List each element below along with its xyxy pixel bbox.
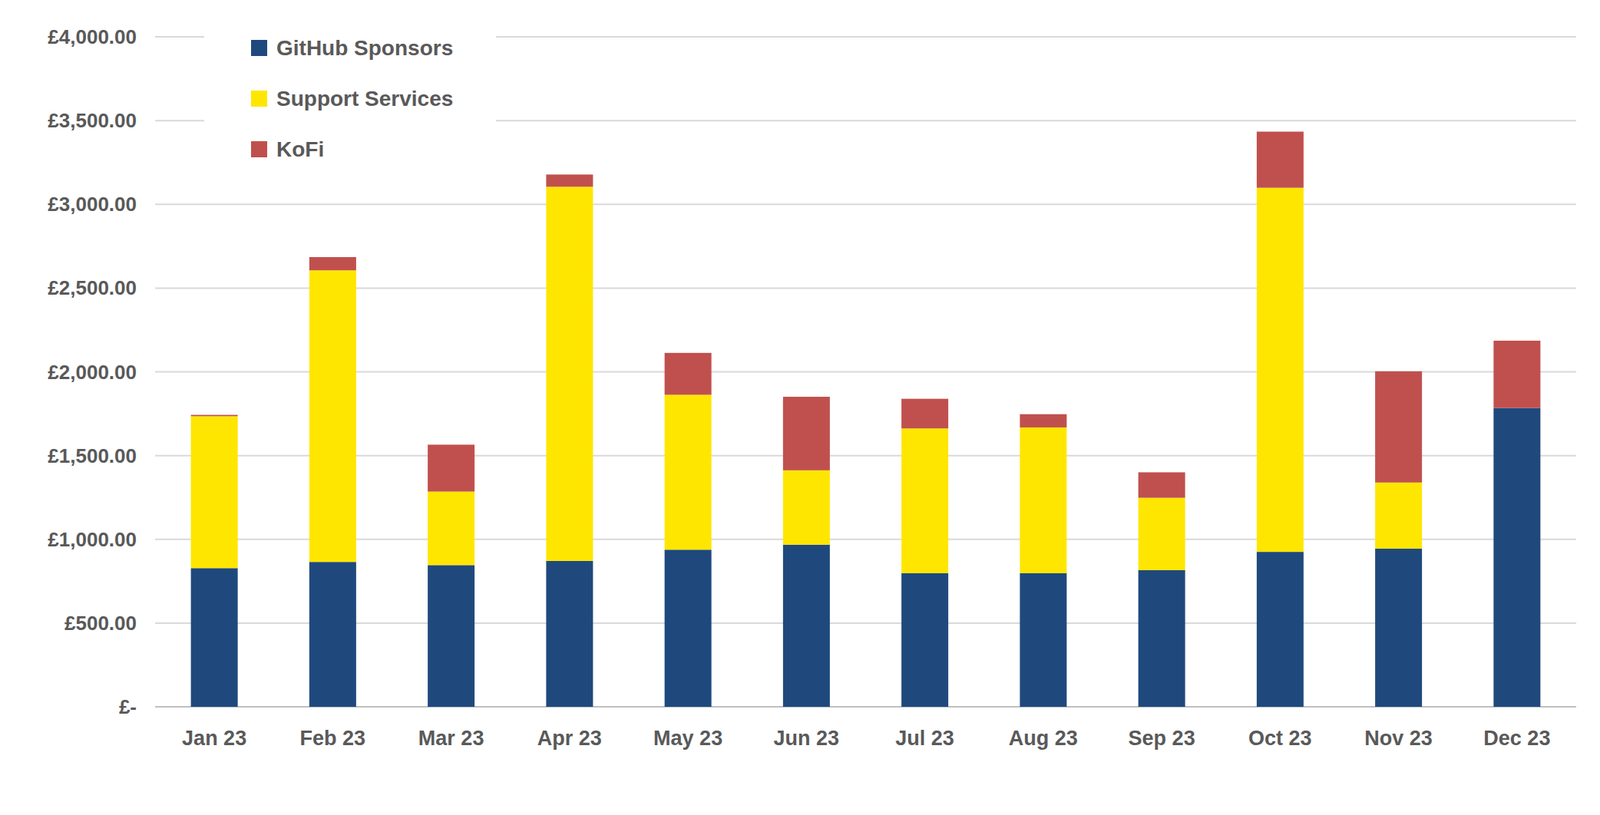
bar-segment	[783, 396, 830, 471]
bar-segment	[783, 545, 830, 708]
bar-segment	[1138, 498, 1186, 571]
grid-line	[155, 203, 1577, 205]
grid-line	[155, 622, 1577, 625]
bar-segment	[664, 394, 712, 550]
bar-segment	[191, 415, 239, 417]
y-tick-label: £4,000.00	[47, 25, 137, 49]
bar-segment	[1375, 371, 1422, 483]
x-tick-label: Mar 23	[418, 727, 485, 751]
bar-segment	[1019, 414, 1067, 428]
x-tick-label: Aug 23	[1008, 727, 1078, 751]
bar-segment	[1256, 188, 1304, 553]
bar-segment	[901, 573, 949, 708]
y-tick-label: £2,000.00	[47, 360, 137, 384]
x-tick-label: May 23	[653, 727, 723, 751]
bar-segment	[545, 174, 593, 187]
legend-swatch	[251, 39, 268, 57]
y-tick-label: £500.00	[64, 611, 137, 635]
y-axis-line	[155, 36, 156, 708]
bar-segment	[545, 186, 593, 562]
bar-segment	[901, 428, 949, 574]
y-tick-label: £3,500.00	[47, 109, 137, 133]
y-tick-label: £3,000.00	[47, 192, 137, 216]
legend-swatch	[251, 141, 268, 158]
x-tick-label: Jun 23	[773, 727, 840, 751]
x-tick-label: Apr 23	[537, 727, 602, 751]
bar-segment	[191, 568, 239, 708]
bar-segment	[664, 549, 712, 708]
bar-segment	[1256, 552, 1304, 708]
grid-line	[155, 538, 1577, 541]
legend-bg	[204, 23, 496, 174]
bar-segment	[1019, 427, 1067, 574]
bar-segment	[545, 561, 593, 708]
legend-label: KoFi	[276, 137, 324, 162]
bar-segment	[309, 257, 357, 271]
bar-segment	[1138, 472, 1186, 498]
bar-segment	[783, 470, 830, 546]
bar-segment	[1375, 548, 1422, 708]
grid-line	[155, 371, 1577, 374]
bar-segment	[1493, 408, 1541, 708]
y-tick-label: £1,000.00	[47, 528, 137, 552]
bar-segment	[427, 565, 475, 708]
bar-segment	[1256, 132, 1304, 189]
x-tick-label: Oct 23	[1248, 727, 1313, 751]
x-tick-label: Sep 23	[1128, 727, 1196, 751]
grid-line	[155, 455, 1577, 457]
bar-segment	[1019, 573, 1067, 708]
x-tick-label: Nov 23	[1364, 727, 1433, 751]
x-tick-label: Feb 23	[300, 727, 367, 751]
bar-segment	[427, 492, 475, 566]
bar-segment	[427, 444, 475, 492]
x-tick-label: Dec 23	[1483, 727, 1551, 751]
legend-label: GitHub Sponsors	[276, 36, 453, 60]
y-tick-label: £2,500.00	[47, 276, 137, 300]
bar-segment	[1493, 340, 1541, 409]
y-tick-label: £-	[119, 695, 137, 719]
chart: £- £500.00 £1,000.00 £1,500.00 £2,000.00 £2,5…	[0, 0, 1600, 815]
x-axis-line	[155, 706, 1577, 708]
bar-segment	[1375, 482, 1422, 549]
bars	[191, 132, 1541, 708]
y-tick-label: £1,500.00	[47, 444, 137, 468]
bar-segment	[309, 561, 357, 708]
legend-label: Support Services	[276, 86, 453, 111]
bar-segment	[191, 416, 239, 569]
bar-segment	[1138, 570, 1186, 708]
bar-segment	[901, 399, 949, 430]
x-tick-label: Jan 23	[181, 727, 247, 751]
x-tick-label: Jul 23	[895, 727, 955, 751]
legend: GitHub Sponsors Support Services KoFi	[204, 23, 496, 174]
bar-segment	[664, 353, 712, 396]
legend-swatch	[251, 90, 268, 107]
bar-segment	[309, 270, 357, 562]
grid-line	[155, 287, 1577, 289]
